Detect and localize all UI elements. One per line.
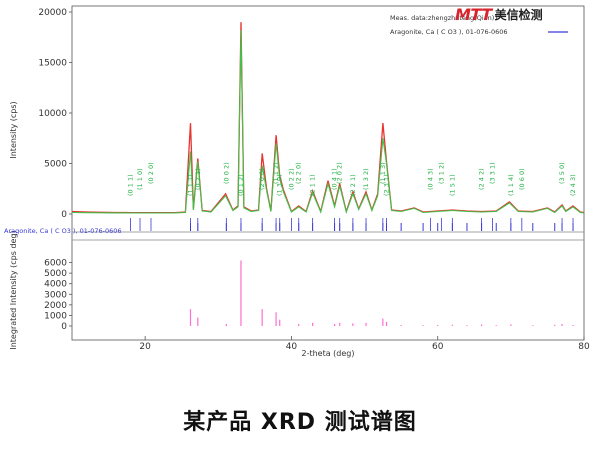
y-tick-label: 5000 [44,160,67,170]
y-tick-label: 1000 [44,311,67,321]
hkl-label: (1 3 0) [276,174,284,196]
hkl-label: (2 1 1) [309,174,317,196]
y-axis-label-main: Intensity (cps) [9,101,18,158]
y-tick-label: 4000 [44,280,67,290]
series-fit-line [71,30,585,214]
y-tick-label: 2000 [44,301,67,311]
y-tick-label: 3000 [44,290,67,300]
hkl-label: (1 3 2) [362,168,370,190]
hkl-label: (1 1 3) [379,162,387,184]
hkl-label: (2 2 1) [349,174,357,196]
legend-entry-measured: Meas. data:zhengzhuteng(Qian)1 [390,14,498,22]
hkl-label: (0 2 1) [194,168,202,190]
brand-logo: MTT 美信检测 [455,4,543,24]
x-tick-label: 60 [432,342,444,352]
hkl-label: (2 4 3) [569,174,577,196]
hkl-label: (0 1 2) [237,174,245,196]
hkl-label: (2 3 1) [383,174,391,196]
hkl-label: (1 1 2) [272,162,280,184]
legend: Meas. data:zhengzhuteng(Qian)1 Aragonite… [390,14,568,36]
hkl-label: (0 1 1) [127,174,135,196]
figure-caption: 某产品 XRD 测试谱图 [183,410,417,435]
hkl-label: (0 4 1) [331,168,339,190]
y-tick-label: 0 [61,322,67,332]
y-tick-label: 6000 [44,259,67,269]
hkl-label: (3 3 1) [489,162,497,184]
chart-frame [71,5,585,341]
hkl-label: (1 1 0) [136,168,144,190]
hkl-label: (3 5 0) [558,162,566,184]
logo-text: 美信检测 [494,7,543,22]
hkl-label: (2 0 0) [258,168,266,190]
hkl-label: (0 4 3) [426,168,434,190]
y-tick-label: 20000 [38,8,67,18]
hkl-label: (2 0 2) [336,162,344,184]
hkl-label: (1 1 1) [186,174,194,196]
hkl-label: (3 1 2) [437,162,445,184]
y-tick-label: 0 [61,210,67,220]
xrd-chart: (0 1 1) (1 1 0) (0 2 0) (1 1 1) (0 2 1) (0 0 … [4,5,590,358]
hkl-label: (0 2 2) [287,168,295,190]
x-tick-label: 40 [286,342,298,352]
reference-phase-label: Aragonite, Ca ( C O3 ), 01-076-0606 [4,227,122,235]
hkl-label: (1 1 4) [507,174,515,196]
hkl-label: (0 2 0) [147,162,155,184]
hkl-label: (0 6 0) [518,168,526,190]
hkl-label: (2 4 2) [478,168,486,190]
y-tick-label: 5000 [44,269,67,279]
hkl-label: (1 5 1) [448,174,456,196]
x-tick-label: 20 [139,342,151,352]
y-axis-label-ref: Integrated Intensity (cps deg) [9,230,18,349]
x-axis-label: 2-theta (deg) [301,349,354,358]
y-tick-label: 15000 [38,59,67,69]
legend-entry-reference: Aragonite, Ca ( C O3 ), 01-076-0606 [390,28,508,36]
hkl-label: (2 2 0) [295,162,303,184]
y-tick-label: 10000 [38,109,67,119]
x-tick-label: 80 [578,342,590,352]
hkl-label: (0 0 2) [222,162,230,184]
logo-mark: MTT [455,4,492,24]
